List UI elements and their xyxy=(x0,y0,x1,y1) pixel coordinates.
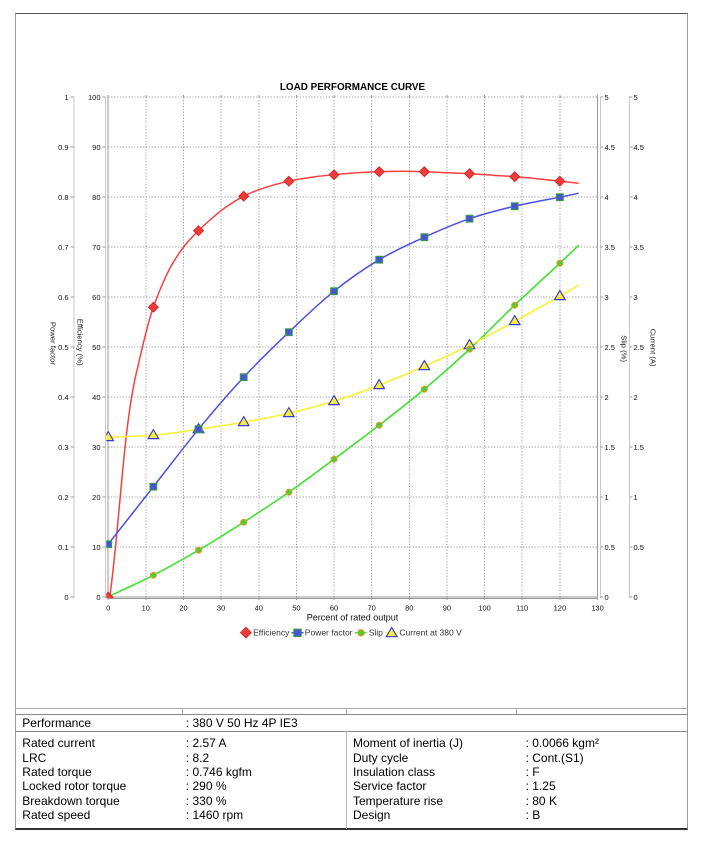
svg-text:50: 50 xyxy=(292,603,300,612)
svg-text:Slip (%): Slip (%) xyxy=(619,335,628,362)
svg-text:5: 5 xyxy=(605,93,609,102)
svg-text:10: 10 xyxy=(92,543,100,552)
svg-text:110: 110 xyxy=(516,603,528,612)
svg-text:1: 1 xyxy=(634,493,638,502)
svg-text:Current (A): Current (A) xyxy=(648,329,657,367)
svg-text:4.5: 4.5 xyxy=(605,143,615,152)
svg-text:2: 2 xyxy=(634,393,638,402)
svg-text:4: 4 xyxy=(634,193,638,202)
svg-text:1: 1 xyxy=(605,493,609,502)
svg-text:0: 0 xyxy=(64,593,68,602)
svg-text:4: 4 xyxy=(605,193,609,202)
svg-text:10: 10 xyxy=(142,603,150,612)
svg-text:60: 60 xyxy=(330,603,338,612)
svg-text:70: 70 xyxy=(368,603,376,612)
svg-text:Efficiency: Efficiency xyxy=(253,628,290,638)
svg-text:0: 0 xyxy=(96,593,100,602)
svg-text:0.5: 0.5 xyxy=(634,543,644,552)
svg-text:120: 120 xyxy=(554,603,567,612)
svg-text:3.5: 3.5 xyxy=(634,243,644,252)
svg-text:0.8: 0.8 xyxy=(58,193,68,202)
svg-text:80: 80 xyxy=(405,603,413,612)
svg-text:0.4: 0.4 xyxy=(58,393,68,402)
svg-text:80: 80 xyxy=(92,193,100,202)
svg-text:20: 20 xyxy=(179,603,187,612)
svg-text:3: 3 xyxy=(634,293,638,302)
svg-text:3: 3 xyxy=(605,293,609,302)
svg-text:40: 40 xyxy=(255,603,263,612)
svg-text:90: 90 xyxy=(92,143,100,152)
svg-text:70: 70 xyxy=(92,243,100,252)
svg-text:2.5: 2.5 xyxy=(634,343,644,352)
svg-text:0.3: 0.3 xyxy=(58,443,68,452)
svg-text:40: 40 xyxy=(92,393,100,402)
svg-text:Current at 380 V: Current at 380 V xyxy=(399,628,462,638)
svg-text:30: 30 xyxy=(92,443,100,452)
svg-text:100: 100 xyxy=(478,603,491,612)
svg-text:90: 90 xyxy=(443,603,451,612)
svg-text:Percent of rated output: Percent of rated output xyxy=(307,613,399,623)
svg-text:2.5: 2.5 xyxy=(605,343,615,352)
svg-text:0.9: 0.9 xyxy=(58,143,68,152)
svg-text:130: 130 xyxy=(591,603,604,612)
svg-text:0: 0 xyxy=(605,593,609,602)
svg-text:2: 2 xyxy=(605,393,609,402)
svg-text:0.7: 0.7 xyxy=(58,243,68,252)
svg-text:1.5: 1.5 xyxy=(605,443,615,452)
svg-text:0.5: 0.5 xyxy=(605,543,615,552)
svg-text:1: 1 xyxy=(64,93,68,102)
svg-text:0: 0 xyxy=(634,593,638,602)
svg-text:Slip: Slip xyxy=(369,628,383,638)
svg-text:3.5: 3.5 xyxy=(605,243,615,252)
svg-text:50: 50 xyxy=(92,343,100,352)
svg-text:0: 0 xyxy=(106,603,110,612)
svg-text:0.1: 0.1 xyxy=(58,543,68,552)
svg-text:Power factor: Power factor xyxy=(305,628,353,638)
svg-text:0.5: 0.5 xyxy=(58,343,68,352)
svg-text:Power factor: Power factor xyxy=(48,322,57,366)
svg-text:20: 20 xyxy=(92,493,100,502)
svg-text:60: 60 xyxy=(92,293,100,302)
svg-text:30: 30 xyxy=(217,603,225,612)
svg-text:1.5: 1.5 xyxy=(634,443,644,452)
svg-text:0.2: 0.2 xyxy=(58,493,68,502)
svg-text:5: 5 xyxy=(634,93,638,102)
svg-text:LOAD PERFORMANCE CURVE: LOAD PERFORMANCE CURVE xyxy=(280,82,426,93)
svg-text:4.5: 4.5 xyxy=(634,143,644,152)
svg-text:Efficiency (%): Efficiency (%) xyxy=(75,319,84,366)
svg-text:100: 100 xyxy=(88,93,101,102)
svg-text:0.6: 0.6 xyxy=(58,293,68,302)
